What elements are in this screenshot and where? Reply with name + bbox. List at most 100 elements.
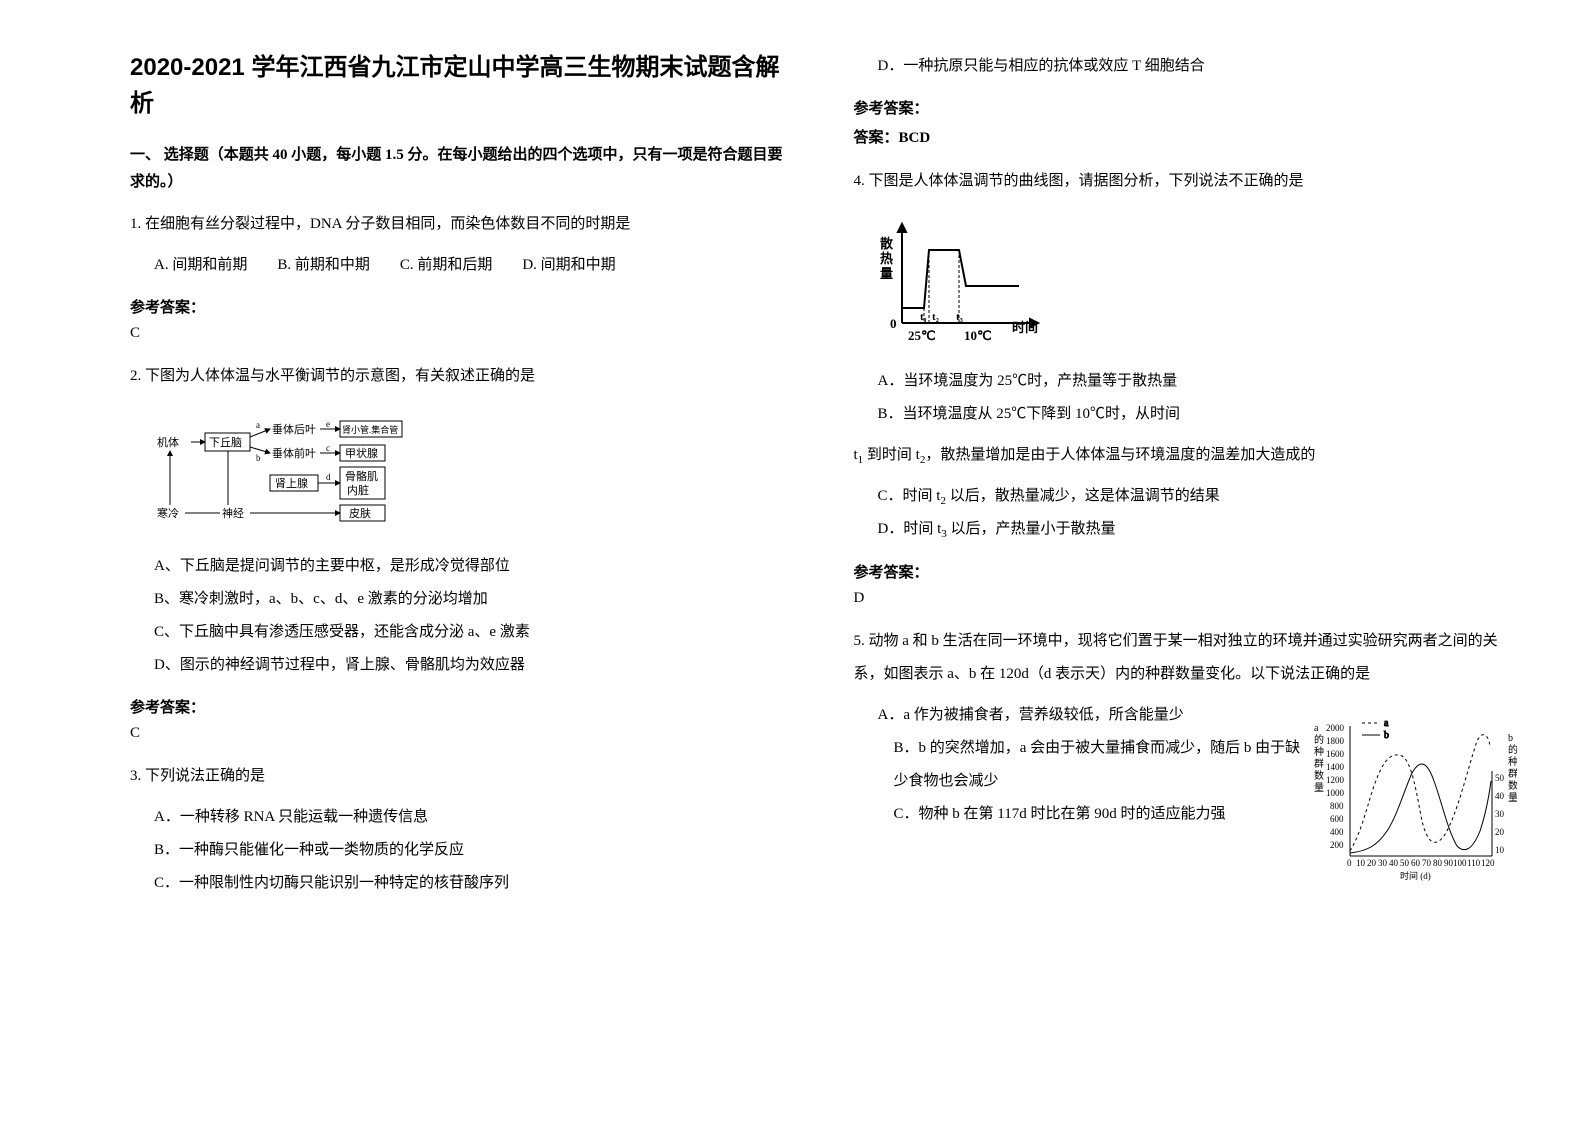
- svg-text:量: 量: [1508, 792, 1517, 804]
- q2-answer: C: [130, 725, 794, 742]
- q2-optD: D、图示的神经调节过程中，肾上腺、骨骼肌均为效应器: [154, 649, 794, 682]
- svg-text:骨骼肌: 骨骼肌: [345, 469, 378, 483]
- svg-text:垂体前叶: 垂体前叶: [272, 446, 316, 460]
- q2-optC: C、下丘脑中具有渗透压感受器，还能含成分泌 a、e 激素: [154, 616, 794, 649]
- svg-text:种: 种: [1314, 745, 1324, 758]
- svg-text:热: 热: [880, 251, 893, 266]
- q1-options: A. 间期和前期 B. 前期和中期 C. 前期和后期 D. 间期和中期: [154, 249, 794, 282]
- svg-text:c: c: [326, 443, 330, 453]
- svg-text:10℃: 10℃: [964, 328, 992, 343]
- svg-text:b: b: [1508, 733, 1513, 744]
- right-column: D．一种抗原只能与相应的抗体或效应 T 细胞结合 参考答案： 答案：BCD 4.…: [824, 50, 1548, 903]
- page: 2020-2021 学年江西省九江市定山中学高三生物期末试题含解析 一、 选择题…: [0, 0, 1587, 933]
- q4-answer: D: [854, 590, 1518, 607]
- exam-title: 2020-2021 学年江西省九江市定山中学高三生物期末试题含解析: [130, 50, 794, 122]
- svg-text:80: 80: [1433, 858, 1443, 868]
- svg-text:25℃: 25℃: [908, 328, 936, 343]
- svg-text:400: 400: [1330, 827, 1344, 837]
- svg-text:散: 散: [880, 236, 894, 251]
- svg-text:种: 种: [1508, 755, 1517, 768]
- svg-text:100: 100: [1453, 858, 1467, 868]
- svg-text:a: a: [1384, 718, 1389, 729]
- svg-text:50: 50: [1495, 773, 1505, 783]
- q1-stem: 1. 在细胞有丝分裂过程中，DNA 分子数目相同，而染色体数目不同的时期是: [130, 208, 794, 241]
- q2-optB: B、寒冷刺激时，a、b、c、d、e 激素的分泌均增加: [154, 583, 794, 616]
- svg-text:1600: 1600: [1326, 749, 1345, 759]
- svg-text:数: 数: [1314, 769, 1324, 782]
- svg-text:机体: 机体: [157, 435, 179, 449]
- q4-optC: C．时间 t2 以后，散热量减少，这是体温调节的结果: [878, 480, 1518, 513]
- q2-stem: 2. 下图为人体体温与水平衡调节的示意图，有关叙述正确的是: [130, 360, 794, 393]
- svg-text:20: 20: [1367, 858, 1377, 868]
- q2-answer-label: 参考答案：: [130, 696, 794, 717]
- q5-chart: 2000 1800 1600 1400 1200 1000 800 600 40…: [1312, 711, 1517, 891]
- svg-text:内脏: 内脏: [347, 483, 369, 497]
- svg-text:800: 800: [1330, 801, 1344, 811]
- q3-answer: 答案：BCD: [854, 126, 1518, 147]
- svg-text:时间: 时间: [1012, 320, 1038, 335]
- svg-text:寒冷: 寒冷: [157, 506, 179, 520]
- q5-stem: 5. 动物 a 和 b 生活在同一环境中，现将它们置于某一相对独立的环境并通过实…: [854, 625, 1518, 691]
- svg-text:垂体后叶: 垂体后叶: [272, 422, 316, 436]
- q3-stem: 3. 下列说法正确的是: [130, 760, 794, 793]
- svg-text:0: 0: [1347, 858, 1352, 868]
- svg-text:600: 600: [1330, 814, 1344, 824]
- q4-optB: B．当环境温度从 25℃下降到 10℃时，从时间: [878, 398, 1518, 431]
- svg-text:30: 30: [1495, 809, 1505, 819]
- svg-text:b: b: [256, 453, 261, 463]
- svg-text:2000: 2000: [1326, 723, 1345, 733]
- svg-text:120: 120: [1481, 858, 1495, 868]
- svg-text:量: 量: [1314, 782, 1324, 794]
- svg-text:1800: 1800: [1326, 736, 1345, 746]
- svg-text:1200: 1200: [1326, 775, 1345, 785]
- svg-text:50: 50: [1400, 858, 1410, 868]
- svg-text:甲状腺: 甲状腺: [345, 446, 378, 460]
- svg-text:群: 群: [1508, 767, 1517, 780]
- svg-text:群: 群: [1314, 757, 1324, 770]
- q4-optB-line2: t1 到时间 t2，散热量增加是由于人体体温与环境温度的温差加大造成的: [854, 439, 1518, 472]
- q3-optB: B．一种酶只能催化一种或一类物质的化学反应: [154, 834, 794, 867]
- q4-answer-label: 参考答案：: [854, 561, 1518, 582]
- q5-optC: C．物种 b 在第 117d 时比在第 90d 时的适应能力强: [894, 798, 1307, 831]
- svg-text:数: 数: [1508, 779, 1517, 792]
- q1-answer-label: 参考答案：: [130, 296, 794, 317]
- q4-optA: A．当环境温度为 25℃时，产热量等于散热量: [878, 365, 1518, 398]
- svg-text:200: 200: [1330, 840, 1344, 850]
- left-column: 2020-2021 学年江西省九江市定山中学高三生物期末试题含解析 一、 选择题…: [100, 50, 824, 903]
- svg-text:皮肤: 皮肤: [349, 506, 371, 520]
- svg-text:10: 10: [1495, 845, 1505, 855]
- svg-text:肾上腺: 肾上腺: [275, 476, 308, 490]
- svg-text:t₃: t₃: [956, 311, 964, 323]
- svg-text:110: 110: [1467, 858, 1481, 868]
- q3-optD: D．一种抗原只能与相应的抗体或效应 T 细胞结合: [878, 50, 1518, 83]
- svg-text:1000: 1000: [1326, 788, 1345, 798]
- q4-optD: D．时间 t3 以后，产热量小于散热量: [878, 513, 1518, 546]
- svg-text:70: 70: [1422, 858, 1432, 868]
- svg-text:b: b: [1384, 730, 1389, 741]
- svg-text:10: 10: [1356, 858, 1366, 868]
- svg-text:a: a: [256, 420, 260, 430]
- svg-text:a: a: [1314, 723, 1319, 734]
- svg-text:肾小管.集合管: 肾小管.集合管: [342, 424, 398, 435]
- svg-text:神经: 神经: [222, 506, 244, 520]
- svg-text:t₂: t₂: [932, 311, 940, 323]
- svg-text:的: 的: [1314, 733, 1324, 746]
- svg-text:下丘脑: 下丘脑: [209, 436, 242, 449]
- svg-text:0: 0: [890, 316, 897, 331]
- svg-text:e: e: [326, 419, 330, 429]
- q5-optA: A．a 作为被捕食者，营养级较低，所含能量少: [878, 699, 1307, 732]
- section-1-heading: 一、 选择题（本题共 40 小题，每小题 1.5 分。在每小题给出的四个选项中，…: [130, 142, 794, 196]
- svg-text:t₁: t₁: [920, 311, 927, 323]
- q5-optB: B．b 的突然增加，a 会由于被大量捕食而减少，随后 b 由于缺少食物也会减少: [894, 732, 1307, 798]
- q2-diagram: 机体 下丘脑 垂体后叶 垂体前叶 肾小管.集合管 甲状腺 骨骼肌 内脏 肾上腺 …: [150, 413, 410, 538]
- svg-text:的: 的: [1508, 743, 1517, 756]
- svg-text:40: 40: [1389, 858, 1399, 868]
- svg-text:60: 60: [1411, 858, 1421, 868]
- q3-answer-label: 参考答案：: [854, 97, 1518, 118]
- svg-text:40: 40: [1495, 791, 1505, 801]
- q1-answer: C: [130, 325, 794, 342]
- svg-text:20: 20: [1495, 827, 1505, 837]
- svg-text:时间 (d): 时间 (d): [1400, 870, 1431, 881]
- q2-optA: A、下丘脑是提问调节的主要中枢，是形成冷觉得部位: [154, 550, 794, 583]
- svg-text:30: 30: [1378, 858, 1388, 868]
